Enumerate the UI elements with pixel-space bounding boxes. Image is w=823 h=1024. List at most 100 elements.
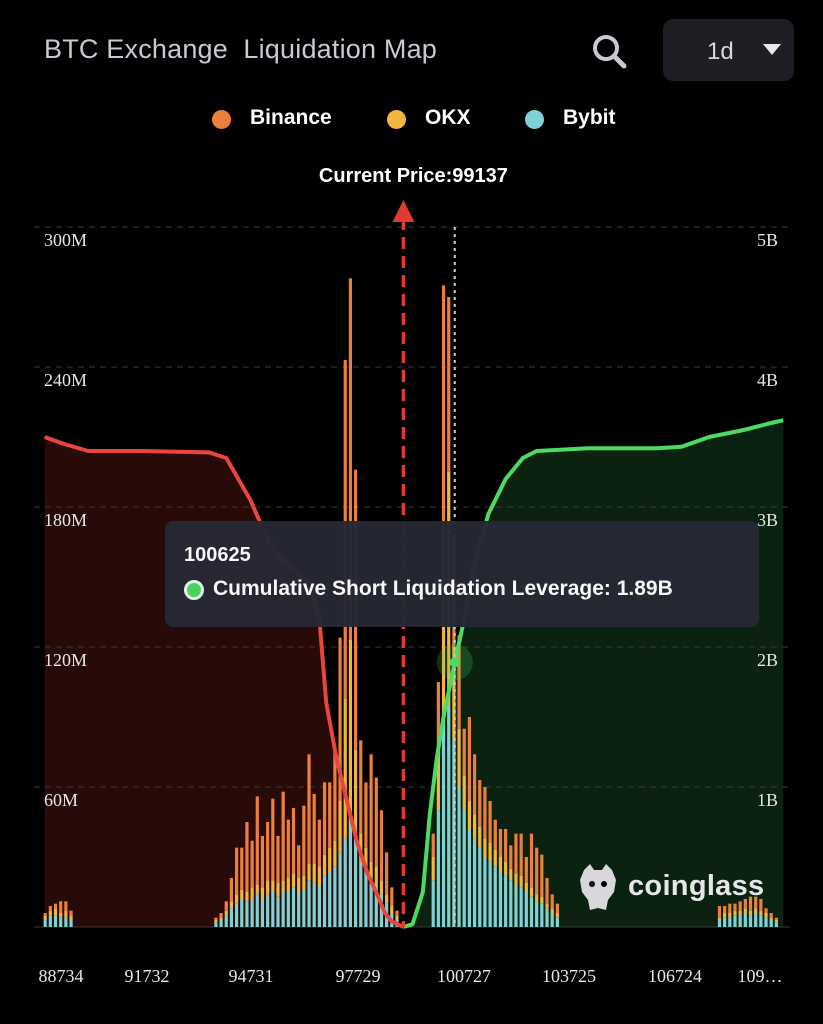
bar-binance: [286, 819, 290, 878]
bar-okx: [441, 553, 446, 717]
chart-header: BTC Exchange Liquidation Map 1d: [0, 0, 823, 100]
bar-okx: [467, 801, 472, 829]
bar-okx: [759, 910, 763, 916]
bar-bybit: [514, 885, 518, 927]
bar-okx: [348, 640, 353, 815]
bar-okx: [748, 910, 753, 916]
bar-okx: [379, 880, 384, 895]
bar-bybit: [457, 787, 461, 927]
bar-binance: [250, 840, 254, 888]
bar-okx: [255, 885, 259, 895]
time-range-value: 1d: [707, 38, 734, 65]
bar-okx: [395, 915, 399, 920]
bar-okx: [328, 847, 332, 871]
bar-bybit: [519, 887, 523, 927]
bar-binance: [535, 847, 539, 895]
bar-bybit: [738, 915, 742, 927]
bar-okx: [343, 698, 347, 839]
legend-dot-bybit: [525, 110, 544, 129]
bar-okx: [53, 908, 58, 916]
bar-okx: [514, 873, 518, 885]
bar-okx: [338, 801, 342, 853]
bar-okx: [297, 878, 301, 892]
bar-binance: [733, 903, 737, 911]
bar-bybit: [266, 894, 270, 927]
y-left-tick-label: 180M: [44, 510, 87, 530]
bar-binance: [498, 829, 503, 857]
bar-binance: [219, 913, 223, 918]
bar-okx: [452, 647, 456, 741]
bar-binance: [759, 899, 763, 911]
x-tick-label: 100727: [437, 966, 491, 986]
bar-bybit: [436, 810, 440, 927]
bar-bybit: [493, 866, 497, 927]
bar-binance: [774, 917, 778, 920]
bar-okx: [764, 913, 768, 918]
y-left-tick-label: 120M: [44, 650, 87, 670]
bar-okx: [436, 752, 440, 811]
bar-okx: [312, 864, 316, 883]
bar-bybit: [498, 871, 503, 927]
bar-bybit: [550, 913, 554, 927]
bar-okx: [353, 749, 358, 834]
bar-okx: [43, 915, 47, 920]
bar-binance: [53, 903, 58, 909]
bar-okx: [535, 894, 539, 902]
legend-label-okx: OKX: [425, 106, 471, 129]
chevron-down-icon: [763, 44, 781, 55]
bar-bybit: [529, 896, 534, 927]
bar-okx: [224, 910, 228, 916]
bar-bybit: [374, 885, 378, 927]
bar-okx: [524, 882, 528, 892]
bar-binance: [302, 805, 306, 876]
bar-bybit: [328, 871, 332, 927]
bar-okx: [493, 850, 497, 867]
bar-okx: [229, 901, 234, 909]
bar-bybit: [478, 847, 482, 927]
bar-okx: [462, 775, 466, 811]
bar-okx: [555, 913, 559, 918]
bar-okx: [374, 866, 378, 885]
bar-okx: [728, 913, 732, 918]
bar-bybit: [359, 861, 363, 927]
x-tick-label: 91732: [125, 966, 170, 986]
bar-okx: [529, 887, 534, 897]
tooltip-price: 100625: [184, 544, 251, 566]
bar-bybit: [467, 829, 472, 927]
bar-okx: [317, 866, 321, 885]
bar-binance: [69, 910, 73, 916]
bar-binance: [245, 822, 249, 892]
bar-okx: [69, 915, 73, 920]
bar-bybit: [369, 880, 373, 927]
legend-label-binance: Binance: [250, 106, 332, 129]
bar-okx: [369, 861, 373, 881]
bar-binance: [743, 899, 747, 909]
bar-binance: [509, 845, 513, 869]
bar-binance: [431, 833, 435, 857]
bar-binance: [291, 808, 296, 874]
bar-okx: [286, 878, 290, 892]
time-range-select[interactable]: 1d: [663, 19, 794, 81]
bar-binance: [754, 896, 758, 909]
bar-bybit: [759, 915, 763, 927]
bar-okx: [498, 857, 503, 871]
bar-bybit: [53, 915, 58, 927]
bar-binance: [281, 791, 285, 881]
bar-bybit: [297, 892, 301, 927]
bar-binance: [64, 901, 68, 911]
bar-binance: [467, 717, 472, 801]
y-right-tick-label: 5B: [757, 230, 778, 250]
coinglass-watermark: coinglass: [576, 862, 776, 912]
search-button[interactable]: [588, 30, 630, 72]
bar-bybit: [728, 917, 732, 927]
search-icon: [593, 35, 627, 69]
page-title: BTC Exchange Liquidation Map: [44, 34, 438, 64]
bar-bybit: [240, 899, 244, 927]
bar-okx: [390, 906, 394, 913]
bar-bybit: [348, 815, 353, 927]
bar-okx: [250, 887, 254, 899]
bar-okx: [260, 887, 265, 899]
bar-binance: [333, 752, 337, 841]
bar-okx: [431, 857, 435, 881]
bar-okx: [302, 875, 306, 890]
